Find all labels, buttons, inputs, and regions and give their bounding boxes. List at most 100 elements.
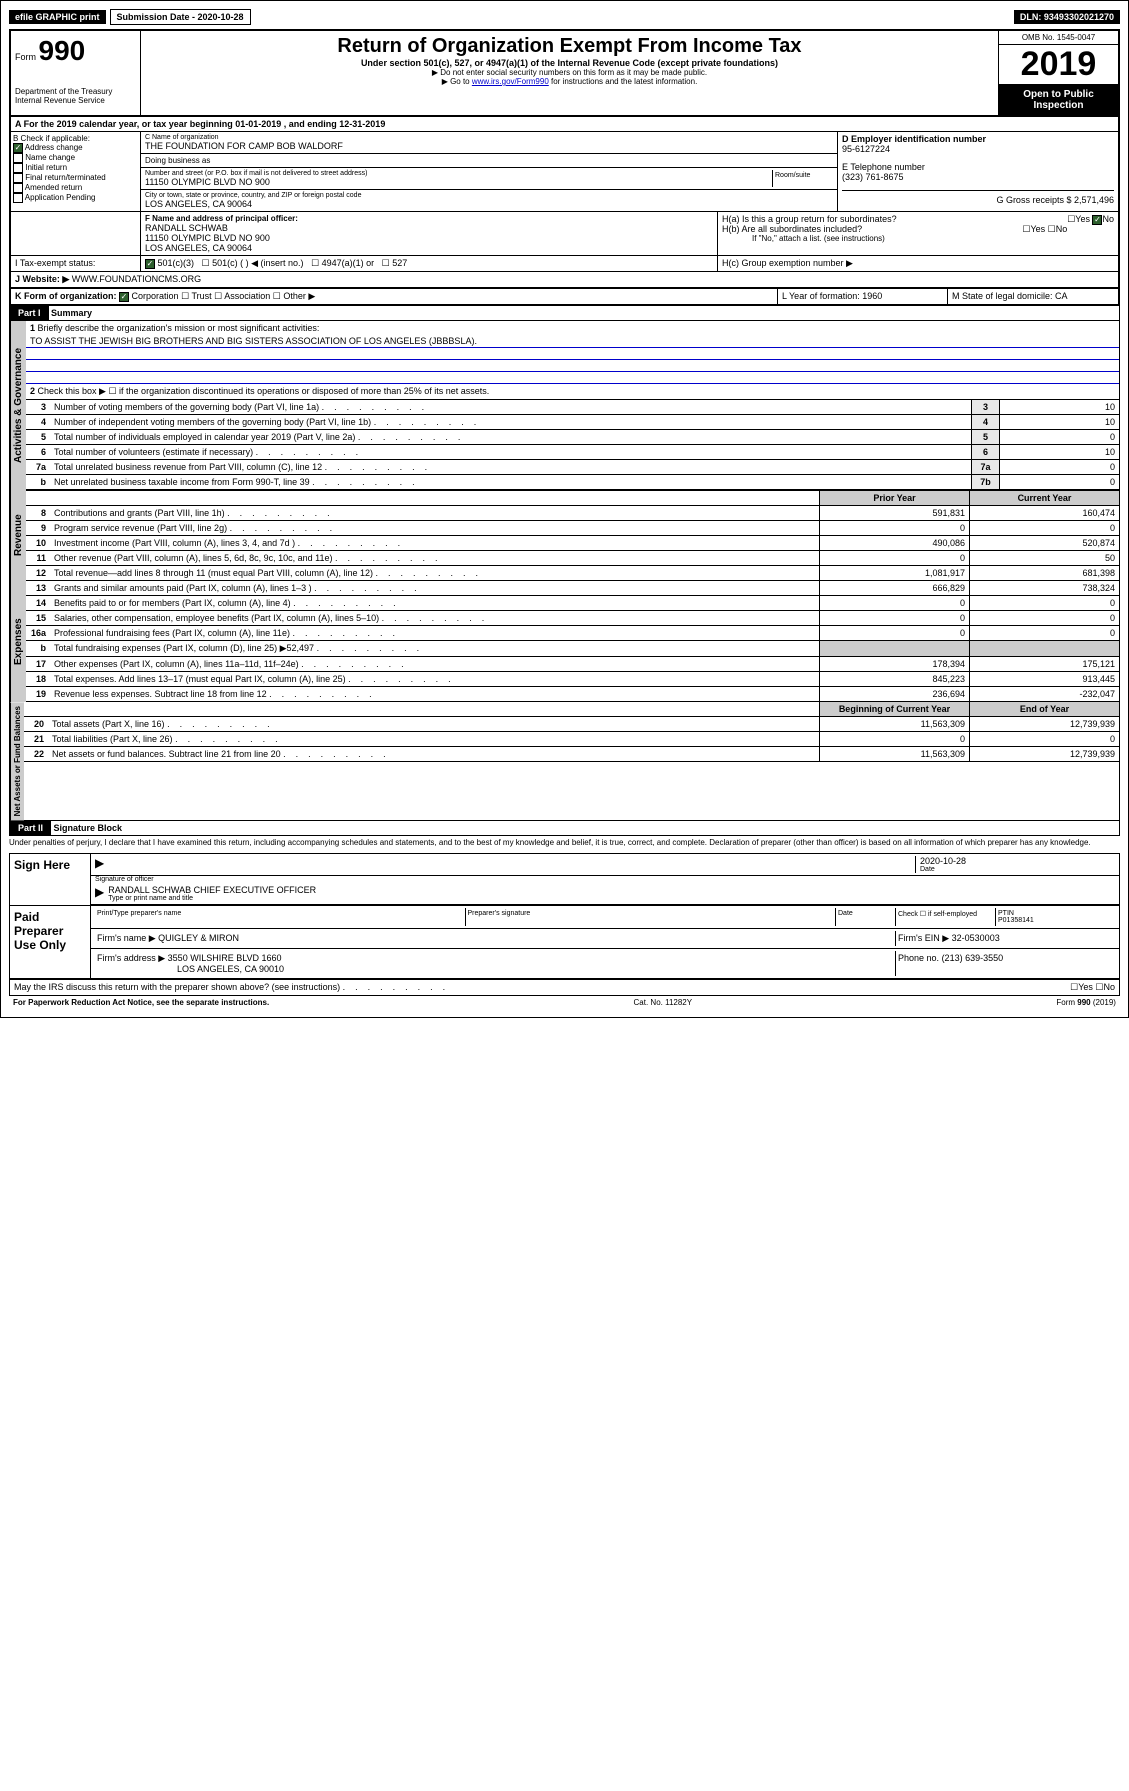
dba-label: Doing business as	[145, 156, 833, 165]
line-row: 7aTotal unrelated business revenue from …	[26, 460, 1119, 475]
part2: Part II Signature Block	[9, 821, 1120, 836]
note2-prefix: ▶ Go to	[442, 77, 472, 86]
phone-label: E Telephone number	[842, 162, 1114, 172]
part1-title: Summary	[51, 308, 92, 318]
ha-no-checkbox[interactable]	[1092, 215, 1102, 225]
cb-1: Name change	[25, 153, 75, 162]
sign-here-label: Sign Here	[10, 854, 90, 905]
firm-ein: 32-0530003	[952, 933, 1000, 943]
address-change-checkbox[interactable]	[13, 143, 23, 153]
line-row: 16aProfessional fundraising fees (Part I…	[26, 626, 1119, 641]
form990-link[interactable]: www.irs.gov/Form990	[472, 77, 549, 86]
check-self: Check ☐ if self-employed	[895, 908, 995, 926]
prep-date-label: Date	[835, 908, 895, 926]
k-label: K Form of organization:	[15, 291, 117, 301]
efile-button[interactable]: efile GRAPHIC print	[9, 10, 106, 24]
501c3-checkbox[interactable]	[145, 259, 155, 269]
line1-text: Briefly describe the organization's miss…	[38, 323, 320, 333]
form-header: Form 990 Department of the Treasury Inte…	[9, 29, 1120, 117]
ptin-label: PTIN	[998, 910, 1113, 917]
prep-phone: (213) 639-3550	[942, 953, 1004, 963]
website: WWW.FOUNDATIONCMS.ORG	[72, 274, 201, 284]
line-row: 13Grants and similar amounts paid (Part …	[26, 581, 1119, 596]
vert-rev: Revenue	[10, 490, 26, 581]
room-label: Room/suite	[773, 170, 833, 187]
k-opt-3: Other ▶	[283, 291, 315, 301]
opt-1: 501(c) ( ) ◀ (insert no.)	[212, 258, 303, 268]
initial-return-checkbox[interactable]	[13, 163, 23, 173]
j-label: J Website: ▶	[15, 274, 69, 284]
section-i: I Tax-exempt status: 501(c)(3) ☐ 501(c) …	[9, 256, 1120, 272]
ptin-value: P01358141	[998, 917, 1113, 924]
type-name-label: Type or print name and title	[108, 895, 1111, 902]
line2-text: Check this box ▶ ☐ if the organization d…	[38, 386, 490, 396]
firm-name-label: Firm's name ▶	[97, 933, 156, 943]
mission-blank3	[26, 372, 1119, 384]
mission-blank1	[26, 348, 1119, 360]
form-note1: ▶ Do not enter social security numbers o…	[145, 68, 994, 77]
discuss-text: May the IRS discuss this return with the…	[14, 982, 445, 993]
amended-checkbox[interactable]	[13, 183, 23, 193]
open-public-label: Open to Public Inspection	[999, 85, 1118, 115]
line-row: 10Investment income (Part VIII, column (…	[26, 536, 1119, 551]
line-row: 20Total assets (Part X, line 16)11,563,3…	[24, 717, 1119, 732]
section-bcd: B Check if applicable: Address change Na…	[9, 132, 1120, 212]
col-end: End of Year	[969, 702, 1119, 716]
line-row: 19Revenue less expenses. Subtract line 1…	[26, 687, 1119, 702]
paid-preparer-label: Paid Preparer Use Only	[10, 906, 90, 978]
hb-label: H(b) Are all subordinates included?	[722, 224, 862, 234]
name-label: C Name of organization	[145, 134, 833, 141]
discuss-row: May the IRS discuss this return with the…	[9, 980, 1120, 996]
opt-3: 527	[392, 258, 407, 268]
note2-suffix: for instructions and the latest informat…	[549, 77, 698, 86]
yes-label: Yes	[1078, 982, 1093, 992]
k-opt-0: Corporation	[132, 291, 179, 301]
arrow-icon: ▶	[95, 885, 104, 902]
line-row: 12Total revenue—add lines 8 through 11 (…	[26, 566, 1119, 581]
page-footer: For Paperwork Reduction Act Notice, see …	[9, 996, 1120, 1009]
date-label: Date	[920, 866, 1111, 873]
form-subtitle: Under section 501(c), 527, or 4947(a)(1)…	[145, 58, 994, 68]
form-label: Form	[15, 52, 36, 62]
footer-center: Cat. No. 11282Y	[634, 998, 693, 1007]
opt-2: 4947(a)(1) or	[322, 258, 375, 268]
org-city: LOS ANGELES, CA 90064	[145, 199, 833, 209]
vert-net: Net Assets or Fund Balances	[10, 702, 24, 820]
officer-addr2: LOS ANGELES, CA 90064	[145, 243, 713, 253]
dept-label: Department of the Treasury	[15, 87, 136, 96]
line-row: 3Number of voting members of the governi…	[26, 400, 1119, 415]
hb-note: If "No," attach a list. (see instruction…	[722, 234, 1114, 243]
part2-title: Signature Block	[54, 823, 123, 833]
footer-right: Form 990 (2019)	[1056, 998, 1116, 1007]
line-row: 8Contributions and grants (Part VIII, li…	[26, 506, 1119, 521]
section-klm: K Form of organization: Corporation ☐ Tr…	[9, 289, 1120, 306]
sig-officer-label: Signature of officer	[91, 876, 1119, 883]
org-name: THE FOUNDATION FOR CAMP BOB WALDORF	[145, 141, 833, 151]
perjury-text: Under penalties of perjury, I declare th…	[9, 836, 1120, 849]
ein-label: D Employer identification number	[842, 134, 1114, 144]
col-prior: Prior Year	[819, 491, 969, 505]
no-label: No	[1103, 982, 1115, 992]
cb-2: Initial return	[25, 163, 67, 172]
corp-checkbox[interactable]	[119, 292, 129, 302]
final-return-checkbox[interactable]	[13, 173, 23, 183]
period-row: A For the 2019 calendar year, or tax yea…	[9, 117, 1120, 132]
addr-label: Number and street (or P.O. box if mail i…	[145, 170, 772, 177]
i-label: I Tax-exempt status:	[11, 256, 141, 271]
section-j: J Website: ▶ WWW.FOUNDATIONCMS.ORG	[9, 272, 1120, 289]
cb-5: Application Pending	[25, 193, 96, 202]
tax-year: 2019	[999, 45, 1118, 85]
form-title: Return of Organization Exempt From Incom…	[145, 35, 994, 58]
mission-blank2	[26, 360, 1119, 372]
officer-addr1: 11150 OLYMPIC BLVD NO 900	[145, 233, 713, 243]
l-label: L Year of formation: 1960	[778, 289, 948, 304]
omb-number: OMB No. 1545-0047	[999, 31, 1118, 45]
col-current: Current Year	[969, 491, 1119, 505]
part2-header: Part II	[10, 821, 51, 835]
line-row: 18Total expenses. Add lines 13–17 (must …	[26, 672, 1119, 687]
part1: Part I Summary Activities & Governance 1…	[9, 306, 1120, 821]
prep-phone-label: Phone no.	[898, 953, 939, 963]
name-change-checkbox[interactable]	[13, 153, 23, 163]
pending-checkbox[interactable]	[13, 193, 23, 203]
k-opt-1: Trust	[191, 291, 211, 301]
